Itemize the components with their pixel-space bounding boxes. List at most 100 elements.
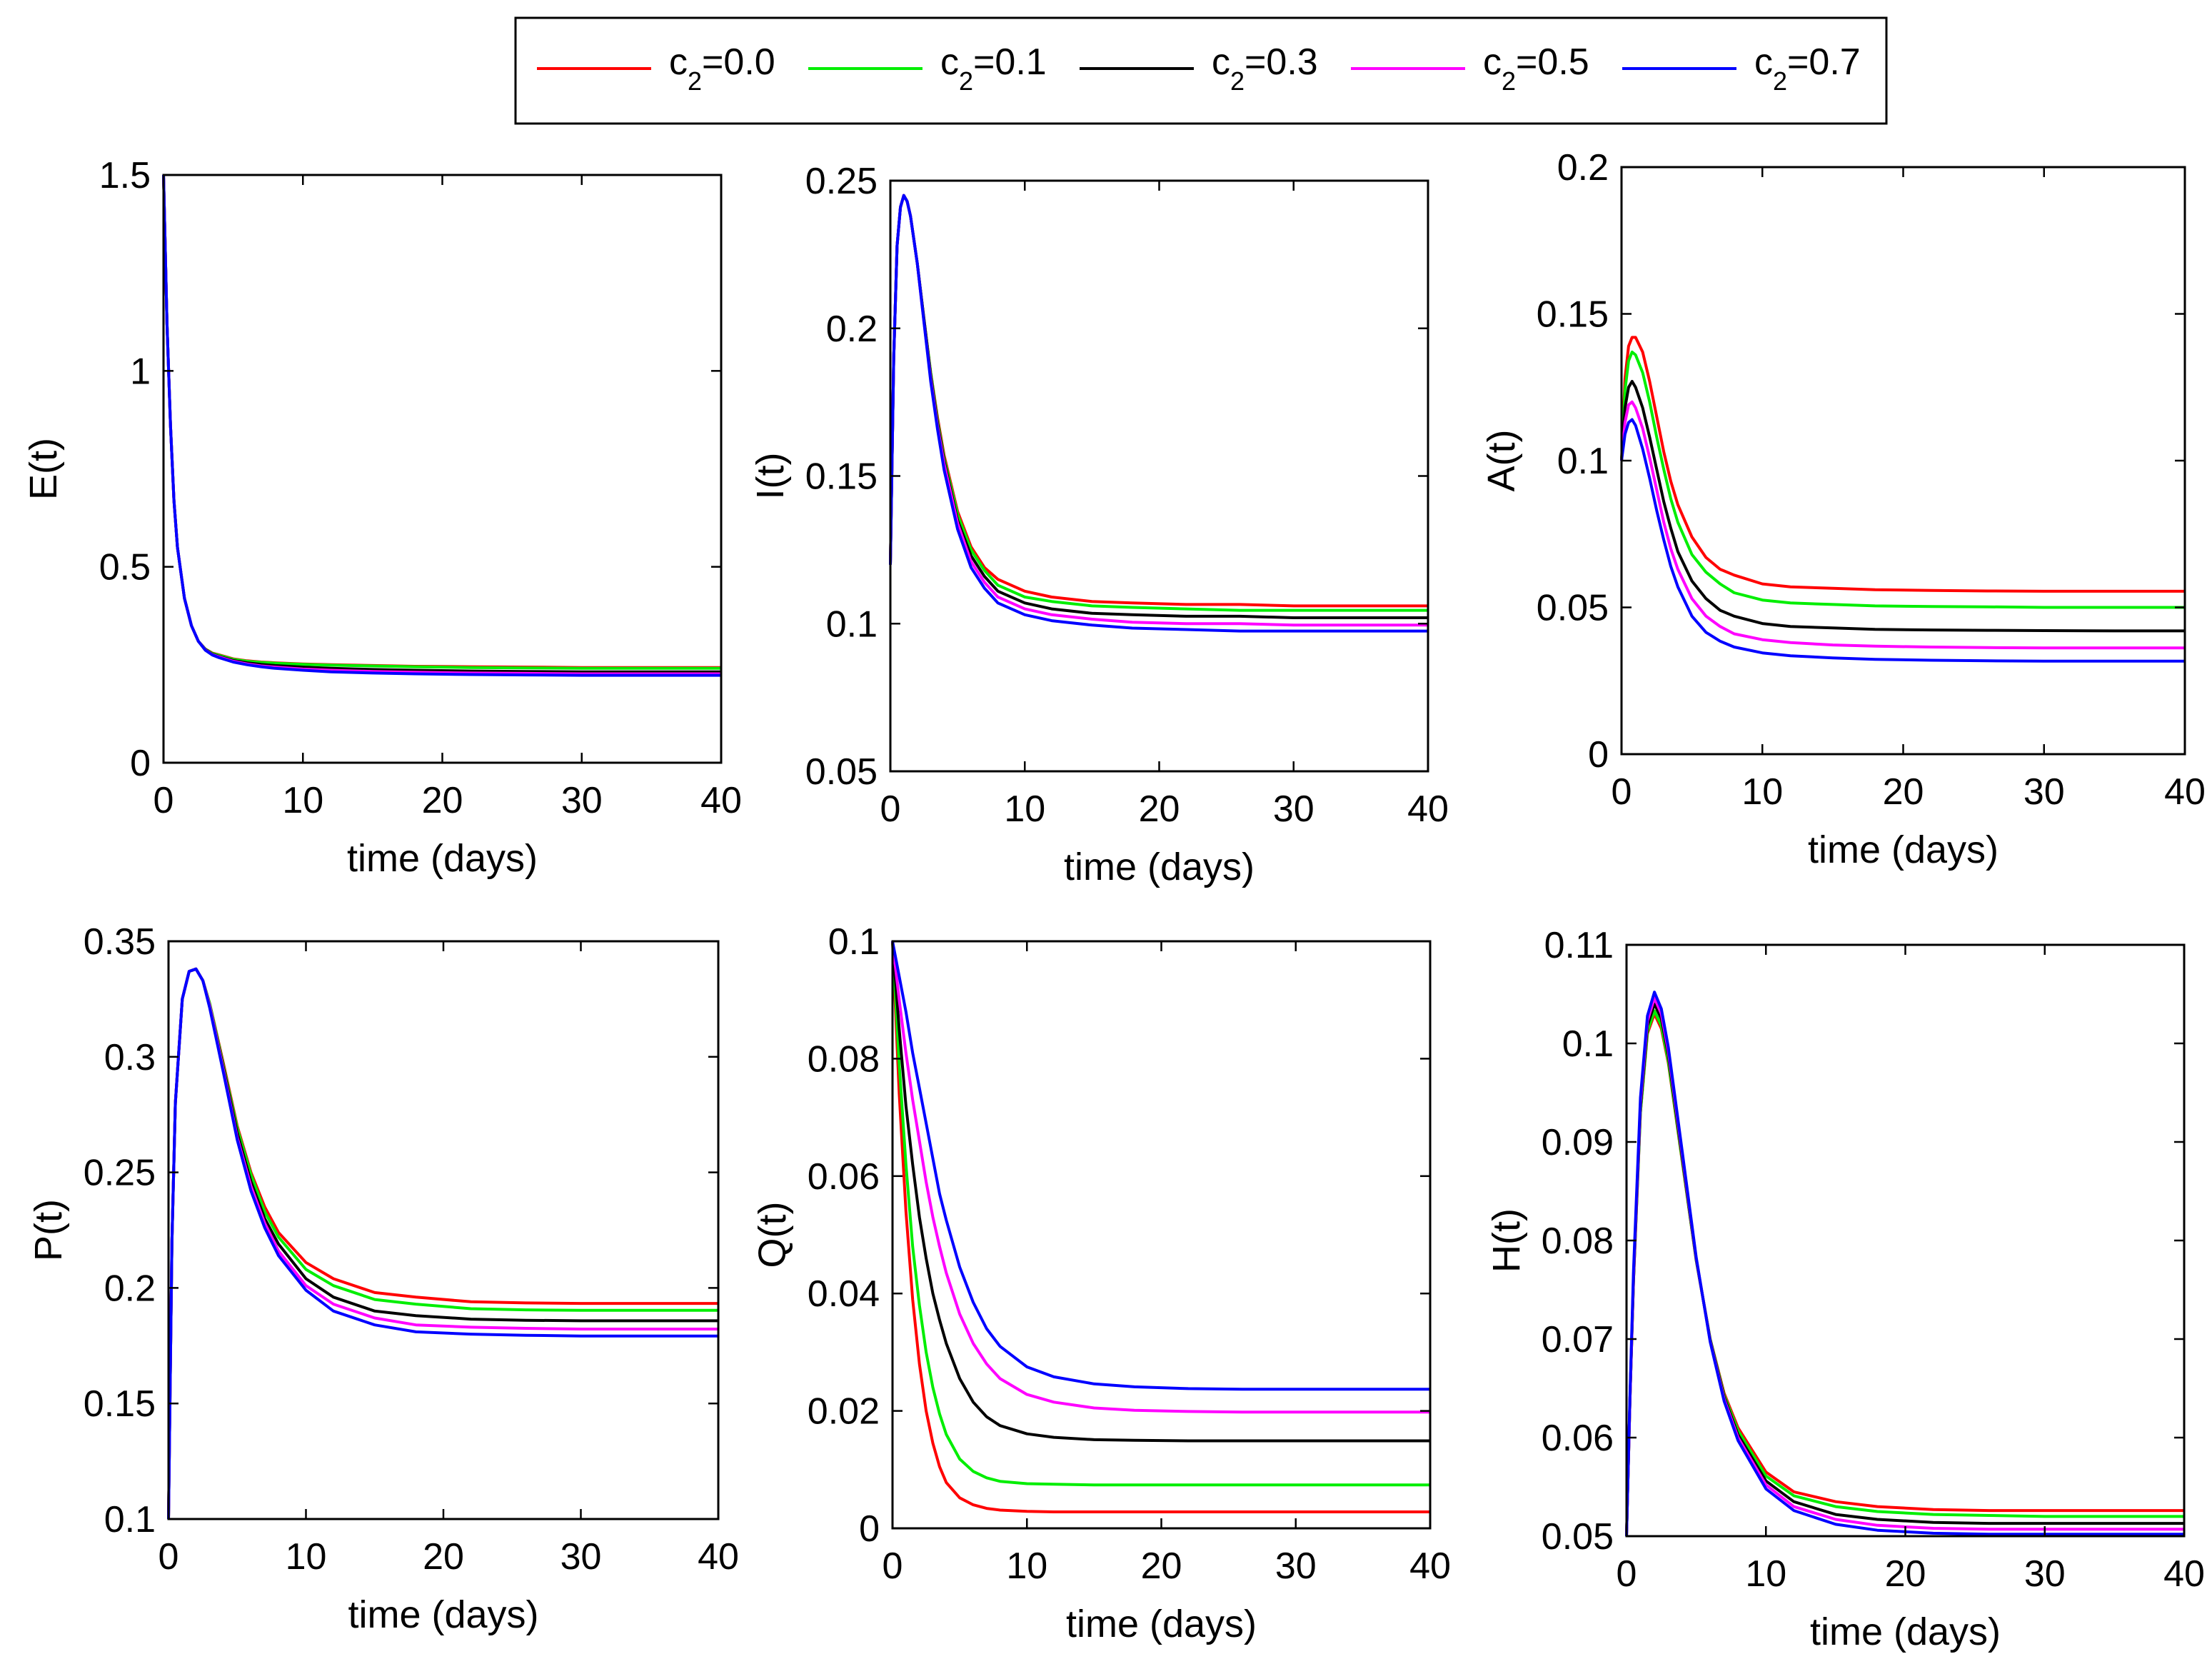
y-tick-label: 0.08 [1542,1221,1614,1262]
y-axis-label: P(t) [27,1199,70,1261]
y-axis-label: Q(t) [751,1202,794,1268]
plot-frame [167,940,720,1520]
y-tick-label: 0.09 [1542,1122,1614,1163]
y-tick-label: 0.06 [808,1156,880,1198]
x-tick-label: 20 [422,780,463,821]
x-tick-label: 10 [282,780,323,821]
y-axis-label: I(t) [749,453,792,500]
x-axis-label: time (days) [348,1593,538,1636]
legend-box [514,16,1888,125]
chart-panel-p: 0 10 20 30 40 0.1 0.15 0.2 0.25 0.3 0.35 time (days… [27,921,739,1636]
series-line-c2-0-0 [891,941,1430,1513]
series-line-c2-0-7 [167,967,718,1520]
legend-label: c2=0.5 [1483,41,1589,96]
x-tick-label: 40 [1407,788,1449,830]
y-tick-label: 0 [859,1508,880,1550]
series-line-c2-0-7 [1620,418,2185,663]
legend-entry: c2=0.3 [1080,41,1318,96]
x-tick-label: 0 [880,788,901,830]
series-line-c2-0-1 [162,174,721,670]
y-tick-label: 0.15 [84,1383,156,1425]
chart-panel-a: 0 10 20 30 40 0 0.05 0.1 0.15 0.2 time (days) A(t) [1480,147,2206,871]
legend-entry: c2=0.0 [537,41,775,96]
x-tick-label: 30 [2024,771,2065,813]
y-tick-label: 0.05 [1537,588,1609,629]
series-line-c2-0-7 [162,174,721,677]
y-tick-label: 0 [130,743,151,784]
chart-panel-i: 0 10 20 30 40 0.05 0.1 0.15 0.2 0.25 time (days) I(… [749,161,1449,888]
x-tick-label: 20 [1885,1553,1926,1595]
x-tick-label: 30 [1273,788,1314,830]
legend-entry: c2=0.5 [1351,41,1589,96]
series-line-c2-0-1 [889,194,1428,612]
x-tick-label: 10 [286,1536,327,1578]
x-tick-label: 20 [1139,788,1180,830]
x-tick-label: 40 [1409,1545,1451,1587]
y-axis-label: H(t) [1485,1208,1528,1273]
y-tick-label: 0.02 [808,1391,880,1433]
y-tick-label: 0.1 [1557,441,1609,482]
x-tick-label: 30 [2024,1553,2066,1595]
x-axis-label: time (days) [347,837,538,880]
x-tick-label: 10 [1741,771,1783,813]
legend: c2=0.0 c2=0.1 c2=0.3 c2=0.5 c2=0.7 [514,16,1888,125]
plot-frame [889,179,1429,773]
x-tick-label: 10 [1004,788,1045,830]
x-tick-label: 10 [1745,1553,1786,1595]
y-tick-label: 0 [1588,734,1609,776]
series-line-c2-0-5 [1620,400,2185,650]
series-line-c2-0-1 [891,941,1430,1487]
series-line-c2-0-5 [167,967,718,1520]
legend-label: c2=0.3 [1212,41,1318,96]
legend-label: c2=0.1 [940,41,1047,96]
x-tick-label: 20 [1141,1545,1182,1587]
series-line-c2-0-1 [1620,350,2185,609]
series-line-c2-0-3 [1620,380,2185,633]
y-tick-label: 0.1 [826,603,878,645]
x-axis-label: time (days) [1064,846,1255,888]
y-tick-label: 0.1 [104,1499,156,1540]
y-tick-label: 0.25 [84,1153,156,1194]
x-tick-label: 40 [2163,1553,2205,1595]
plot-frame [1620,166,2186,756]
y-tick-label: 0.5 [99,547,151,588]
series-line-c2-0-5 [162,174,721,676]
legend-label: c2=0.0 [669,41,775,96]
y-tick-label: 0.2 [826,309,878,350]
series-line-c2-0-1 [1625,1009,2184,1537]
x-tick-label: 20 [423,1536,464,1578]
series-line-c2-0-7 [891,941,1430,1391]
y-tick-label: 0.05 [1542,1516,1614,1558]
x-tick-label: 30 [1275,1545,1317,1587]
x-tick-label: 20 [1883,771,1924,813]
series-line-c2-0-0 [889,194,1428,608]
y-tick-label: 0.1 [1562,1023,1614,1065]
y-tick-label: 0.35 [84,921,156,963]
x-tick-label: 0 [1617,1553,1637,1595]
x-tick-label: 0 [159,1536,179,1578]
legend-entry: c2=0.1 [808,41,1047,96]
chart-panel-q: 0 10 20 30 40 0 0.02 0.04 0.06 0.08 0.1 time (days)… [751,921,1451,1645]
x-tick-label: 0 [883,1545,903,1587]
x-tick-label: 30 [561,780,603,821]
series-line-c2-0-0 [1625,1012,2184,1537]
y-tick-label: 0.2 [104,1268,156,1309]
chart-panel-e: 0 10 20 30 40 0 0.5 1 1.5 time (days) E(t) [22,155,742,880]
x-axis-label: time (days) [1066,1603,1257,1645]
y-tick-label: 0.07 [1542,1319,1614,1360]
legend-label: c2=0.7 [1754,41,1861,96]
x-tick-label: 10 [1006,1545,1047,1587]
y-tick-label: 0.25 [805,161,878,202]
y-tick-label: 0.11 [1544,925,1614,966]
y-axis-label: E(t) [22,438,65,500]
series-line-c2-0-3 [162,174,721,673]
series-line-c2-0-0 [1620,336,2185,593]
series-line-c2-0-3 [167,967,718,1520]
y-tick-label: 0.04 [808,1273,880,1315]
plot-frame [1625,943,2186,1538]
series-line-c2-0-3 [891,941,1430,1443]
series-line-c2-0-1 [167,967,718,1520]
series-line-c2-0-7 [889,194,1428,633]
series-line-c2-0-5 [891,941,1430,1414]
